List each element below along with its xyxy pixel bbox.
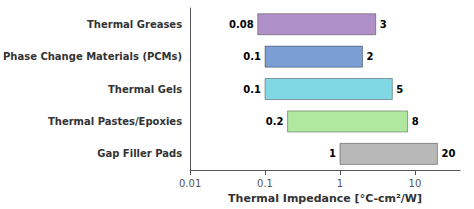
- svg-text:1: 1: [329, 148, 336, 159]
- svg-text:0.1: 0.1: [243, 84, 261, 95]
- svg-text:0.1: 0.1: [257, 178, 273, 189]
- svg-text:Thermal Pastes/Epoxies: Thermal Pastes/Epoxies: [48, 116, 182, 127]
- svg-text:0.01: 0.01: [179, 178, 201, 189]
- svg-text:Thermal Impedance [°C-cm²/W]: Thermal Impedance [°C-cm²/W]: [228, 192, 422, 205]
- svg-text:20: 20: [441, 148, 455, 159]
- svg-text:5: 5: [396, 84, 403, 95]
- svg-text:3: 3: [380, 19, 387, 30]
- svg-text:Gap Filler Pads: Gap Filler Pads: [97, 148, 182, 159]
- svg-text:0.2: 0.2: [266, 116, 284, 127]
- svg-text:1: 1: [337, 178, 343, 189]
- svg-text:10: 10: [409, 178, 422, 189]
- svg-text:8: 8: [412, 116, 419, 127]
- svg-text:0.08: 0.08: [229, 19, 254, 30]
- svg-text:0.1: 0.1: [243, 51, 261, 62]
- svg-text:2: 2: [367, 51, 374, 62]
- svg-text:Thermal Greases: Thermal Greases: [87, 19, 182, 30]
- svg-text:Thermal Gels: Thermal Gels: [108, 84, 182, 95]
- svg-text:Phase Change Materials (PCMs): Phase Change Materials (PCMs): [3, 51, 182, 62]
